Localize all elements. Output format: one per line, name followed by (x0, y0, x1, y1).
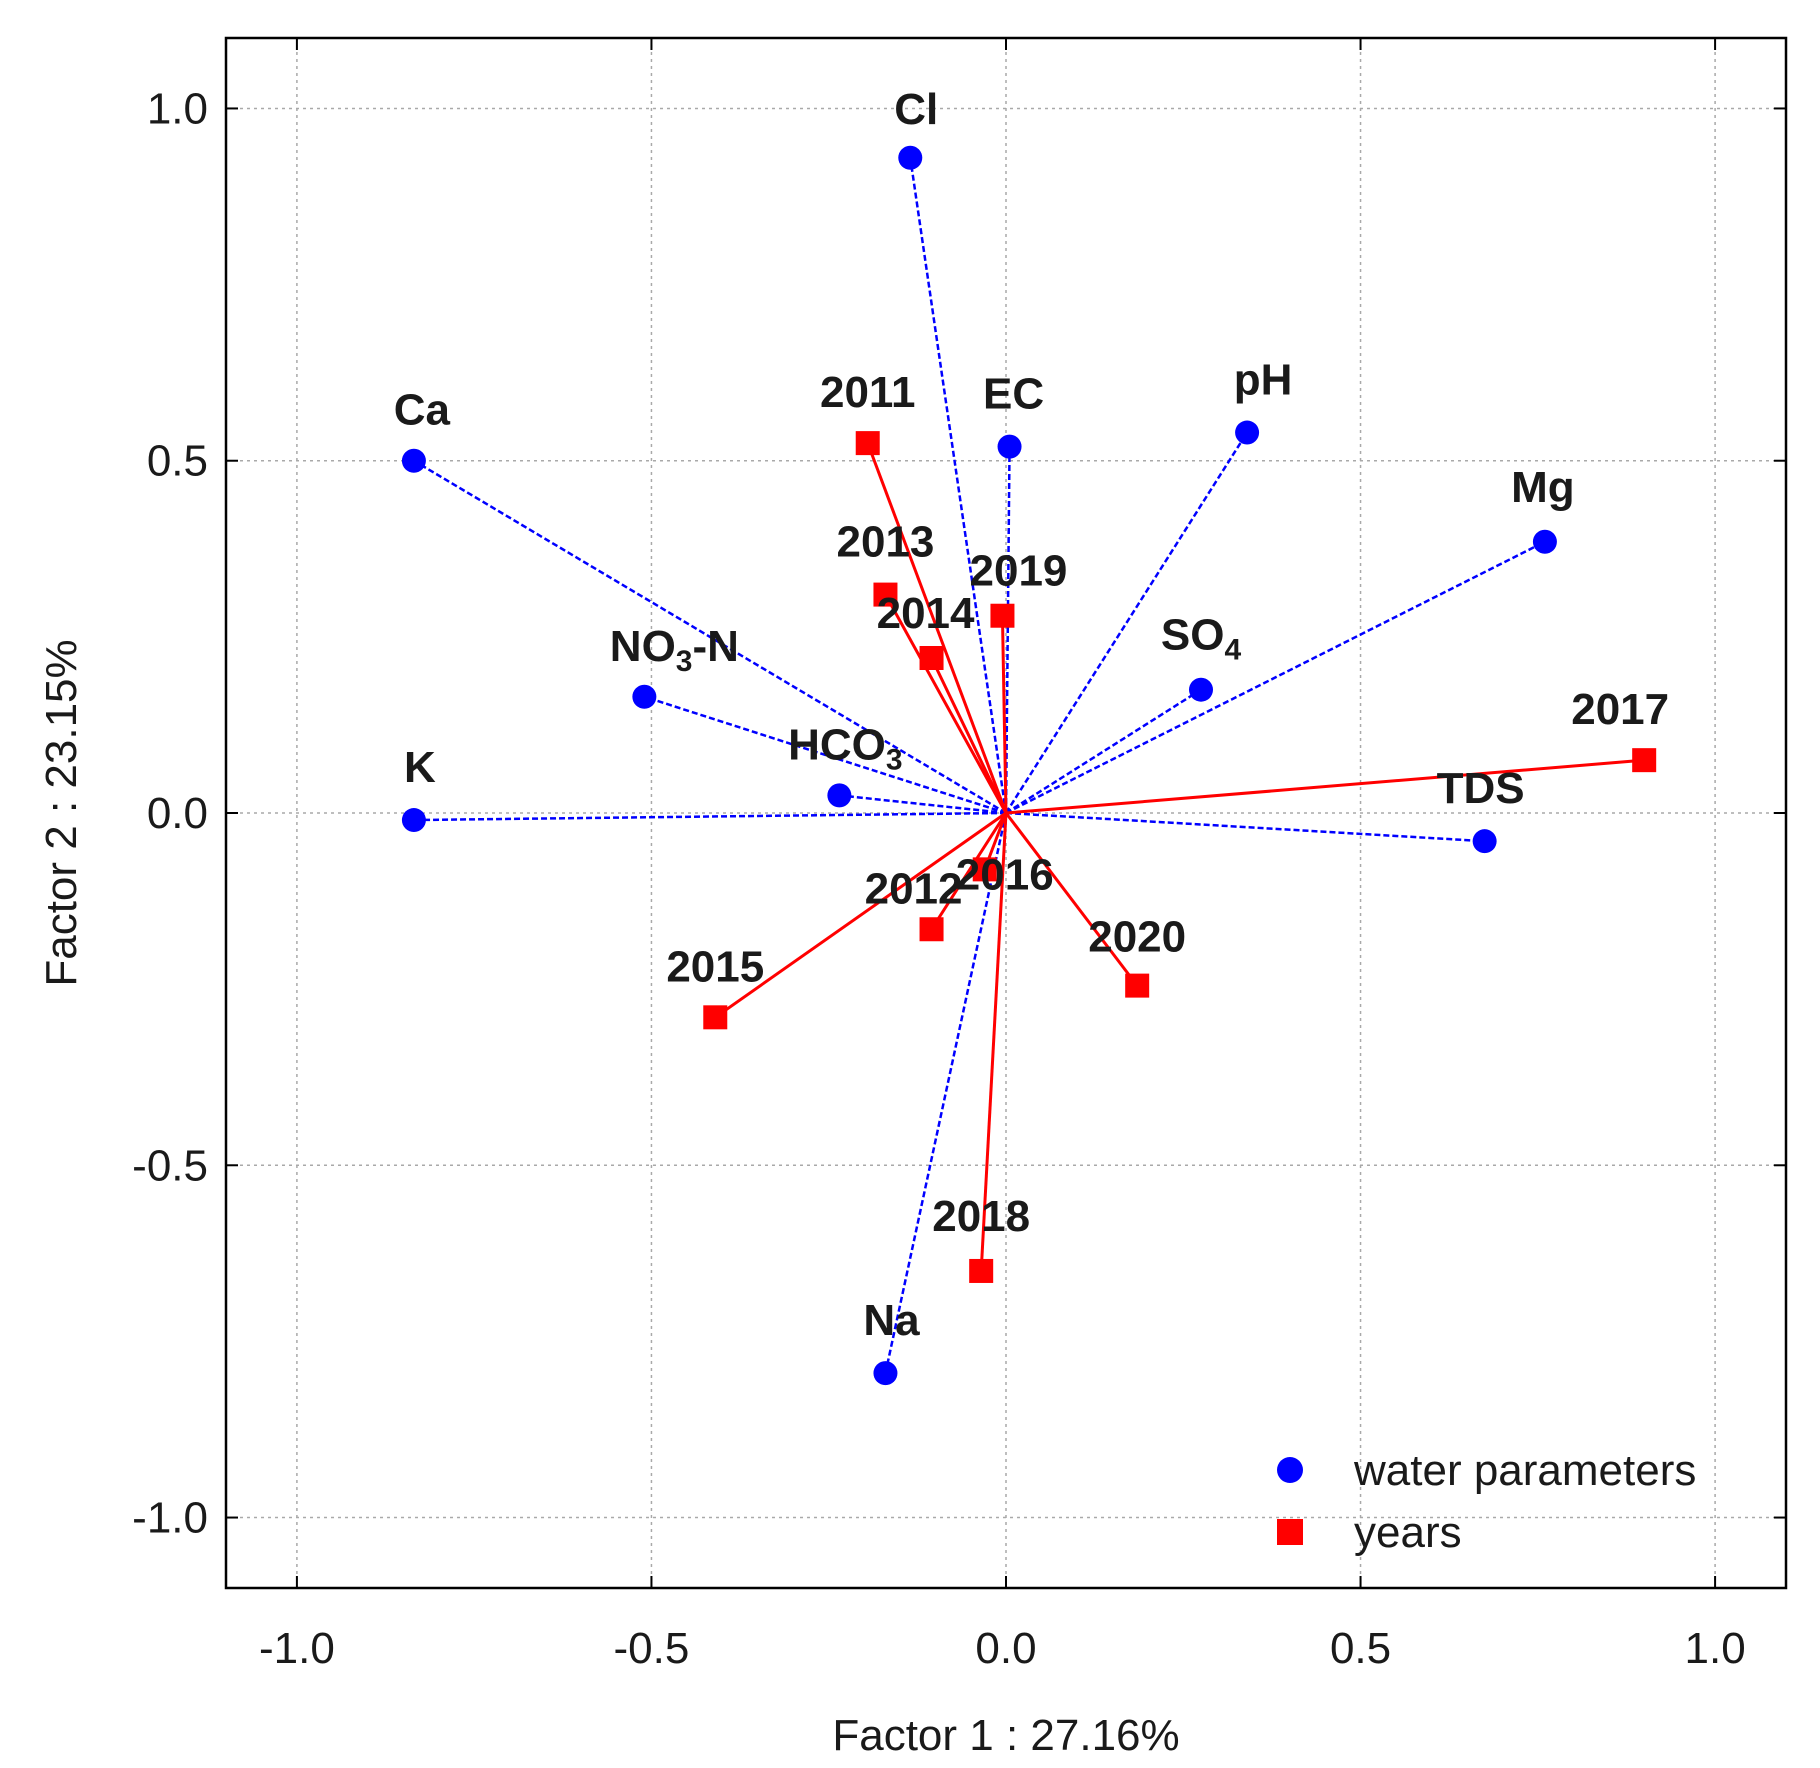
y-tick-label: 0.5 (147, 437, 208, 486)
vector-so4 (1005, 688, 1202, 815)
x-tick-label: 0.5 (1330, 1624, 1391, 1673)
grid-lines (226, 38, 1786, 1588)
y-tick-label: 1.0 (147, 84, 208, 133)
point-2020 (1125, 973, 1150, 998)
vector-2013 (884, 593, 1008, 814)
label-2014: 2014 (877, 589, 975, 638)
point-labels: Cl Ca EC pH Mg SO4 NO3-N HCO3 K TDS Na 2011 2013 2019… (394, 85, 1669, 1345)
legend-label-2: years (1354, 1508, 1462, 1557)
vector-mg (1005, 540, 1546, 815)
vector-2019 (1000, 615, 1008, 814)
point-2012 (919, 917, 944, 942)
vector-ec (1004, 446, 1011, 814)
y-tick-label: -0.5 (132, 1141, 208, 1190)
x-tick-label: -1.0 (259, 1624, 335, 1673)
x-tick-label: -0.5 (614, 1624, 690, 1673)
vector-tds (1005, 811, 1485, 843)
label-2017: 2017 (1571, 685, 1669, 734)
vector-2014 (930, 657, 1008, 814)
label-2012: 2012 (865, 864, 963, 913)
axis-ticks: -1.0 -0.5 0.0 0.5 1.0 1.0 0.5 0.0 -0.5 -1.0 (132, 38, 1786, 1673)
label-cl: Cl (894, 85, 938, 134)
point-hco3 (827, 783, 852, 808)
label-2020: 2020 (1088, 913, 1186, 962)
point-ec (997, 434, 1022, 459)
y-tick-label: 0.0 (147, 789, 208, 838)
point-2019 (990, 603, 1015, 628)
label-tds: TDS (1437, 764, 1525, 813)
label-2018: 2018 (932, 1192, 1030, 1241)
label-2013: 2013 (837, 518, 935, 567)
y-tick-label: -1.0 (132, 1494, 208, 1543)
point-2011 (855, 431, 880, 456)
point-no3-n (632, 684, 657, 709)
label-2016: 2016 (956, 850, 1054, 899)
x-tick-label: 0.0 (975, 1624, 1036, 1673)
point-ca (401, 448, 426, 473)
point-2016 (972, 857, 997, 882)
point-2017 (1632, 748, 1657, 773)
x-tick-label: 1.0 (1685, 1624, 1746, 1673)
data-markers (401, 145, 1657, 1386)
label-ca: Ca (394, 386, 451, 435)
label-2019: 2019 (970, 547, 1068, 596)
legend: water parameters years (1277, 1446, 1696, 1557)
label-hco3: HCO3 (788, 720, 902, 776)
point-2015 (703, 1005, 728, 1030)
point-2014 (919, 646, 944, 670)
vector-hco3 (839, 794, 1007, 815)
point-k (401, 808, 426, 833)
label-k: K (404, 743, 436, 792)
label-2015: 2015 (666, 942, 764, 991)
vector-2015 (714, 811, 1007, 1019)
vector-na (884, 812, 1008, 1374)
vector-2018 (979, 812, 1008, 1272)
label-na: Na (863, 1296, 920, 1345)
x-axis-title: Factor 1 : 27.16% (832, 1711, 1179, 1760)
label-so4: SO4 (1161, 611, 1242, 667)
vector-ca (413, 459, 1007, 815)
vector-no3-n (643, 695, 1007, 815)
label-2011: 2011 (820, 368, 915, 417)
label-ph: pH (1234, 356, 1293, 405)
point-cl (898, 145, 923, 170)
point-na (873, 1361, 898, 1386)
vector-lines (413, 157, 1645, 1374)
legend-marker-1 (1277, 1457, 1303, 1483)
vector-ph (1004, 431, 1249, 814)
point-mg (1532, 529, 1557, 554)
point-so4 (1189, 677, 1213, 702)
vector-2020 (1004, 812, 1139, 987)
point-ph (1235, 420, 1260, 445)
legend-label-1: water parameters (1353, 1446, 1696, 1495)
label-ec: EC (983, 370, 1044, 419)
vector-cl (909, 157, 1008, 814)
point-2013 (873, 582, 898, 607)
y-axis-title: Factor 2 : 23.15% (37, 639, 86, 986)
point-tds (1472, 829, 1497, 854)
vector-2017 (1005, 758, 1645, 815)
label-no3-n: NO3-N (610, 622, 739, 678)
vector-2011 (866, 442, 1008, 814)
label-mg: Mg (1511, 463, 1575, 512)
point-2018 (969, 1258, 994, 1283)
vector-2012 (930, 812, 1008, 931)
legend-marker-2 (1277, 1519, 1303, 1545)
